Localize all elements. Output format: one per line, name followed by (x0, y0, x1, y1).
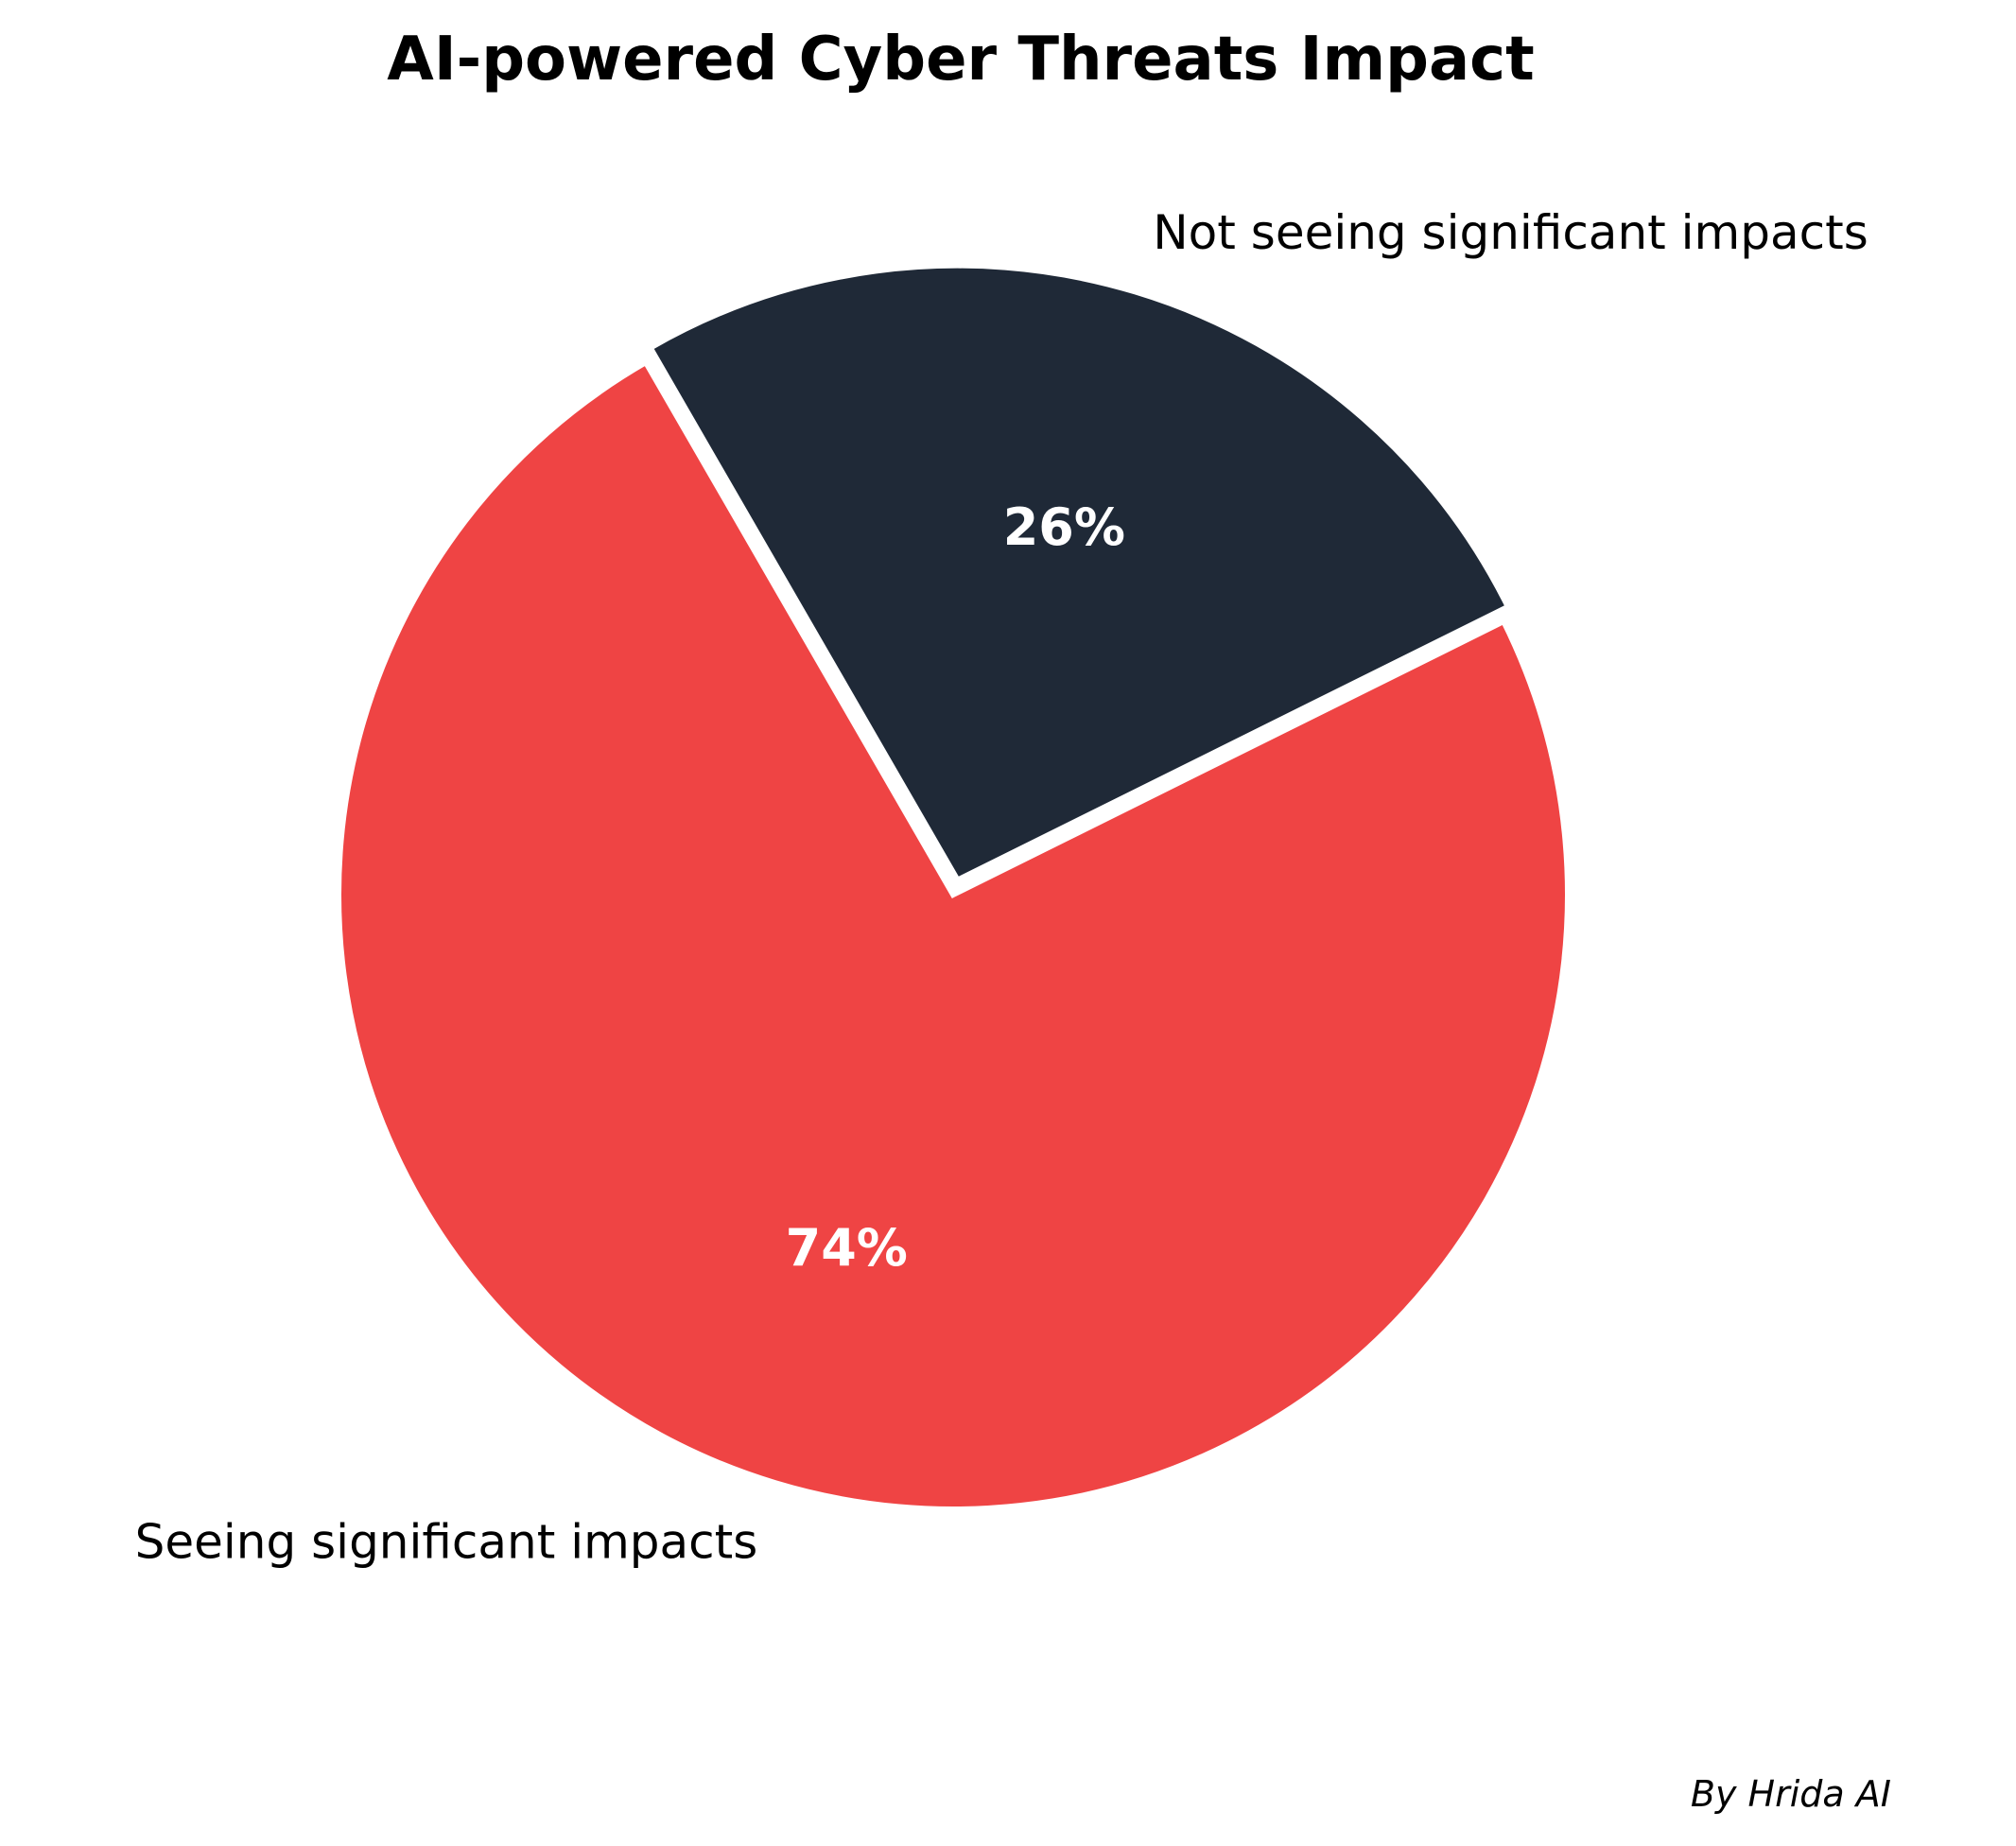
chart-title: AI-powered Cyber Threats Impact (387, 25, 1534, 95)
pie-slices (336, 262, 1571, 1512)
pie-slice-seeing (336, 357, 1571, 1512)
pct-label-seeing: 74% (786, 1218, 908, 1278)
pie-slice-not-seeing (646, 262, 1512, 884)
pct-label-not-seeing: 26% (1003, 497, 1125, 557)
slice-label-seeing: Seeing significant impacts (135, 1514, 758, 1569)
pie-labels: 26% Not seeing significant impacts 74% Seei… (135, 205, 1868, 1569)
credit-text: By Hrida AI (1691, 1773, 1891, 1815)
slice-label-not-seeing: Not seeing significant impacts (1153, 205, 1868, 260)
